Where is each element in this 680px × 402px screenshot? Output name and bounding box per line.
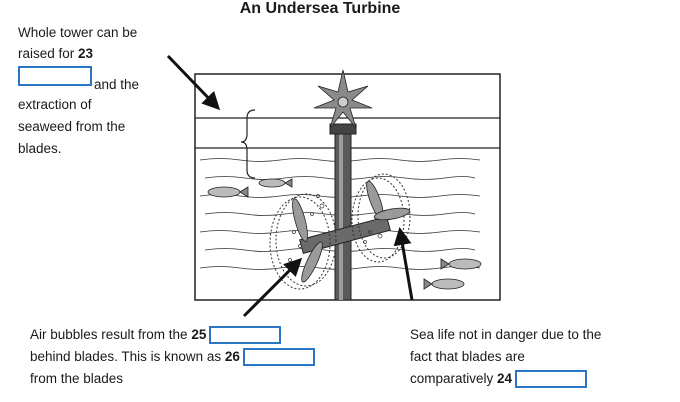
- q24-line3: comparatively 24: [410, 370, 588, 389]
- q25-line: Air bubbles result from the 25: [30, 326, 282, 345]
- q23-text-line2: raised for 23: [18, 46, 94, 61]
- left-rotor-ring: [269, 193, 337, 290]
- q24-line2: fact that blades are: [410, 349, 525, 364]
- q23-text-line4: extraction of: [18, 97, 92, 112]
- fish-right-upper: [440, 258, 482, 270]
- arrow-blades: [393, 227, 414, 301]
- q24-number: 24: [497, 371, 513, 386]
- arrow-tower-raise: [166, 54, 221, 111]
- q24-line1: Sea life not in danger due to the: [410, 327, 602, 342]
- answer-box-25[interactable]: [209, 326, 282, 345]
- q26-line: behind blades. This is known as 26: [30, 348, 315, 367]
- tower-highlight: [339, 128, 343, 300]
- fish-top-middle: [258, 178, 293, 188]
- q26-number: 26: [224, 349, 240, 364]
- right-rotor-ring: [351, 173, 411, 263]
- answer-box-26[interactable]: [242, 348, 315, 367]
- q25-number: 25: [191, 327, 207, 342]
- q23-text-line1: Whole tower can be: [18, 25, 138, 40]
- answer-box-23[interactable]: [18, 66, 92, 86]
- q23-text-line5: seaweed from the: [18, 119, 126, 134]
- q26-line3: from the blades: [30, 371, 124, 386]
- tower-cap: [329, 123, 357, 135]
- fish-left: [207, 186, 249, 198]
- q23-text-line6: blades.: [18, 141, 62, 156]
- right-rotor-blades: [366, 180, 411, 221]
- q23-text-after-blank: and the: [94, 77, 140, 92]
- arrow-air-bubbles: [242, 257, 303, 318]
- left-rotor-blades: [292, 198, 323, 283]
- fish-right-lower: [423, 278, 465, 290]
- surface-marker-star: [313, 69, 373, 129]
- q23-number: 23: [78, 46, 94, 61]
- diagram-title: An Undersea Turbine: [239, 0, 401, 17]
- height-brace: [240, 109, 256, 179]
- answer-box-24[interactable]: [515, 370, 588, 389]
